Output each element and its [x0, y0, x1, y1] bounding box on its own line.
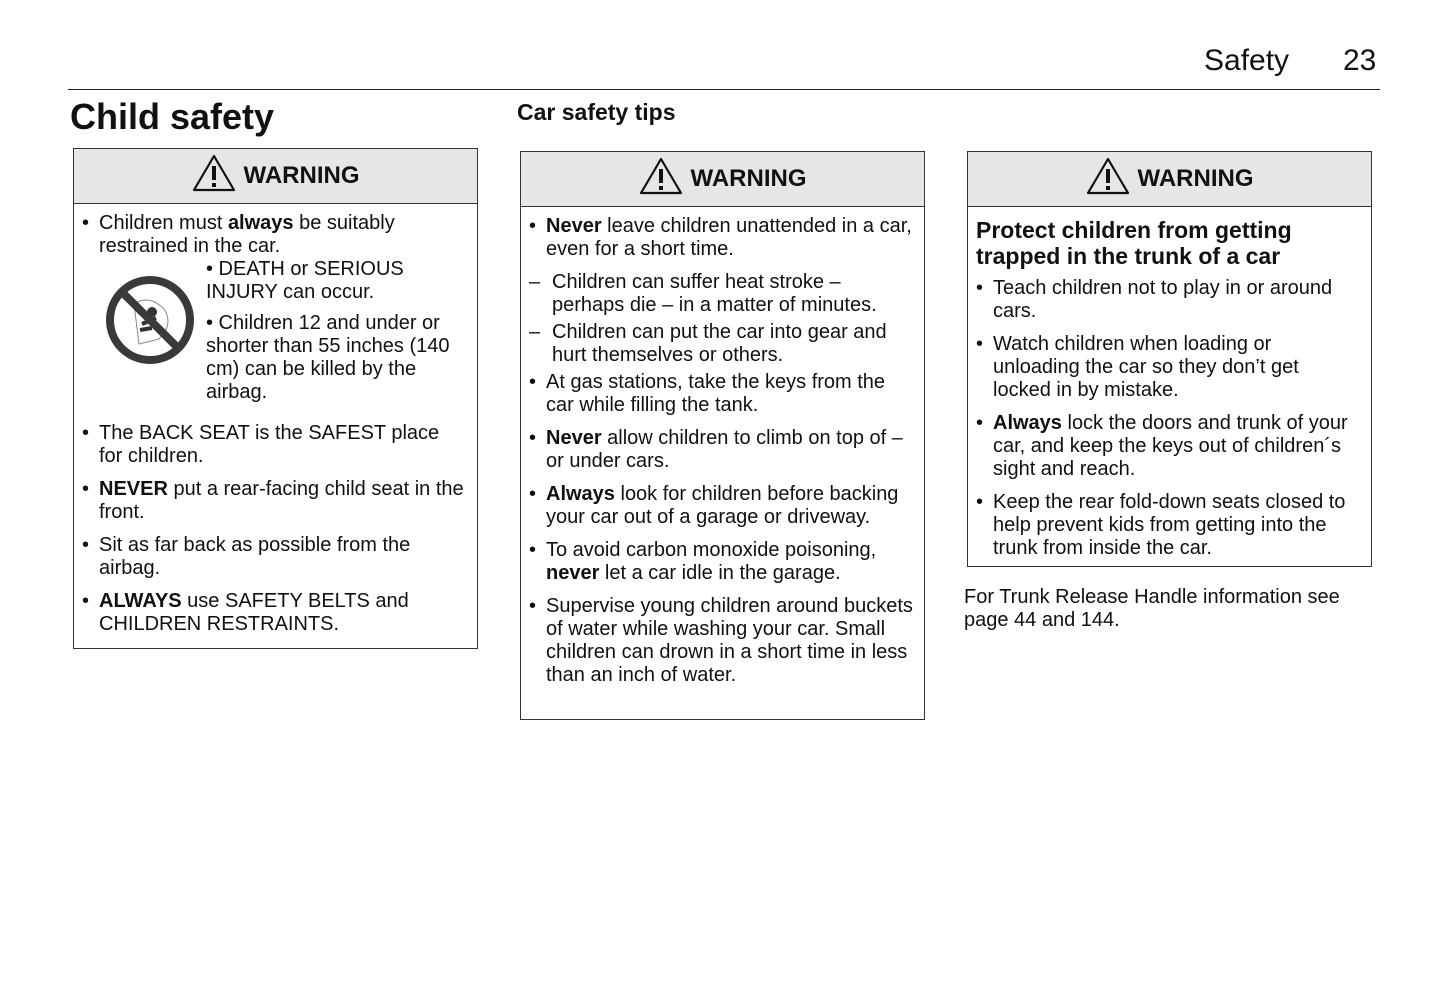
emphasis-text: NEVER [99, 478, 168, 500]
list-item: • To avoid carbon monoxide poisoning, nev… [527, 539, 914, 585]
list-item: • Always lock the doors and trunk of your… [974, 412, 1361, 481]
warning-box-car-safety-tips: WARNING • Never leave children unattended… [520, 151, 925, 720]
list-item: • Sit as far back as possible from the ai… [80, 534, 467, 580]
item-text: Children must [99, 212, 228, 234]
airbag-warning: • DEATH or SERIOUS INJURY can occur. • C… [104, 258, 467, 412]
warning-header: WARNING [968, 152, 1371, 207]
section-name: Safety [1204, 44, 1290, 77]
no-child-airbag-icon [106, 276, 194, 364]
warning-triangle-icon [1086, 157, 1130, 202]
dash-marker: – [529, 271, 541, 293]
bullet-marker: • [82, 534, 90, 556]
warning-box-trunk: WARNING Protect children from getting tr… [967, 151, 1372, 567]
box-title: Protect children from getting trapped in… [976, 217, 1292, 269]
bullet-marker: • [529, 539, 537, 561]
list-item: • Teach children not to play in or around… [974, 277, 1361, 323]
warning-header: WARNING [521, 152, 924, 207]
warning-triangle-icon [192, 154, 236, 199]
list-item: • Watch children when loading or unloadin… [974, 333, 1361, 402]
item-text: To avoid carbon monoxide poisoning, [546, 539, 877, 561]
item-text: Watch children when loading or unloading… [993, 333, 1299, 401]
warning-label: WARNING [243, 162, 360, 189]
emphasis-text: Always [993, 412, 1062, 434]
warning-box-child-safety: WARNING • Children must always be suitabl… [73, 148, 478, 649]
list-item: • ALWAYS use SAFETY BELTS and CHILDREN RE… [80, 590, 467, 636]
item-text: use SAFETY BELTS and CHILDREN RESTRAINTS… [99, 590, 409, 635]
emphasis-text: ALWAYS [99, 590, 182, 612]
bullet-marker: • [976, 333, 984, 355]
item-text: Children can suffer heat stroke – perhap… [552, 271, 877, 316]
emphasis-text: Never [546, 215, 602, 237]
airbag-note: • DEATH or SERIOUS INJURY can occur. [206, 258, 404, 303]
bullet-marker: • [82, 422, 90, 444]
list-item: • The BACK SEAT is the SAFEST place for c… [80, 422, 467, 468]
bullet-marker: • [976, 491, 984, 513]
bullet-marker: • [82, 212, 90, 234]
list-item: • Never leave children unattended in a ca… [527, 215, 914, 261]
warning-label: WARNING [1137, 165, 1254, 192]
list-item: • NEVER put a rear-facing child seat in t… [80, 478, 467, 524]
item-text: Children can put the car into gear and h… [552, 321, 887, 366]
emphasis-text: Never [546, 427, 602, 449]
list-item: • Supervise young children around buckets… [527, 595, 914, 687]
bullet-marker: • [529, 371, 537, 393]
emphasis-text: always [227, 212, 294, 234]
item-text: put a rear-facing child seat in the fron… [99, 478, 464, 523]
bullet-marker: • [529, 215, 537, 237]
list-item: • Keep the rear fold-down seats closed to… [974, 491, 1361, 560]
item-text: Keep the rear fold-down seats closed to … [993, 491, 1346, 559]
item-text: look for children before backing your ca… [546, 483, 899, 528]
page-title: Child safety [70, 96, 275, 137]
list-item: – Children can suffer heat stroke – perha… [527, 271, 914, 317]
item-text: Sit as far back as possible from the air… [99, 534, 411, 579]
list-item: – Children can put the car into gear and … [527, 321, 914, 367]
header-rule [68, 89, 1380, 90]
section-subtitle: Car safety tips [517, 99, 676, 125]
emphasis-text: never [546, 562, 600, 584]
item-text: Supervise young children around buckets … [546, 595, 913, 686]
item-text: be suitably restrained in the car. [99, 212, 395, 257]
bullet-marker: • [529, 595, 537, 617]
emphasis-text: Always [546, 483, 615, 505]
item-text: At gas stations, take the keys from the … [546, 371, 886, 416]
bullet-marker: • [976, 277, 984, 299]
dash-marker: – [529, 321, 541, 343]
list-item: • At gas stations, take the keys from the… [527, 371, 914, 417]
airbag-note: • Children 12 and under or shorter than … [206, 312, 450, 403]
list-item: • Always look for children before backing… [527, 483, 914, 529]
item-text: Teach children not to play in or around … [993, 277, 1333, 322]
item-text: lock the doors and trunk of your car, an… [993, 412, 1348, 480]
page-number: 23 [1343, 44, 1377, 77]
list-item: • Children must always be suitably restra… [80, 212, 467, 258]
bullet-marker: • [529, 483, 537, 505]
bullet-marker: • [82, 590, 90, 612]
item-text: The BACK SEAT is the SAFEST place for ch… [99, 422, 440, 467]
warning-label: WARNING [690, 165, 807, 192]
bullet-marker: • [82, 478, 90, 500]
bullet-marker: • [529, 427, 537, 449]
item-text: leave children unattended in a car, even… [546, 215, 912, 260]
warning-triangle-icon [639, 157, 683, 202]
item-text: let a car idle in the garage. [599, 562, 841, 584]
item-text: allow children to climb on top of – or u… [546, 427, 903, 472]
trunk-release-note: For Trunk Release Handle information see… [964, 586, 1340, 631]
bullet-marker: • [976, 412, 984, 434]
warning-header: WARNING [74, 149, 477, 204]
list-item: • Never allow children to climb on top of… [527, 427, 914, 473]
